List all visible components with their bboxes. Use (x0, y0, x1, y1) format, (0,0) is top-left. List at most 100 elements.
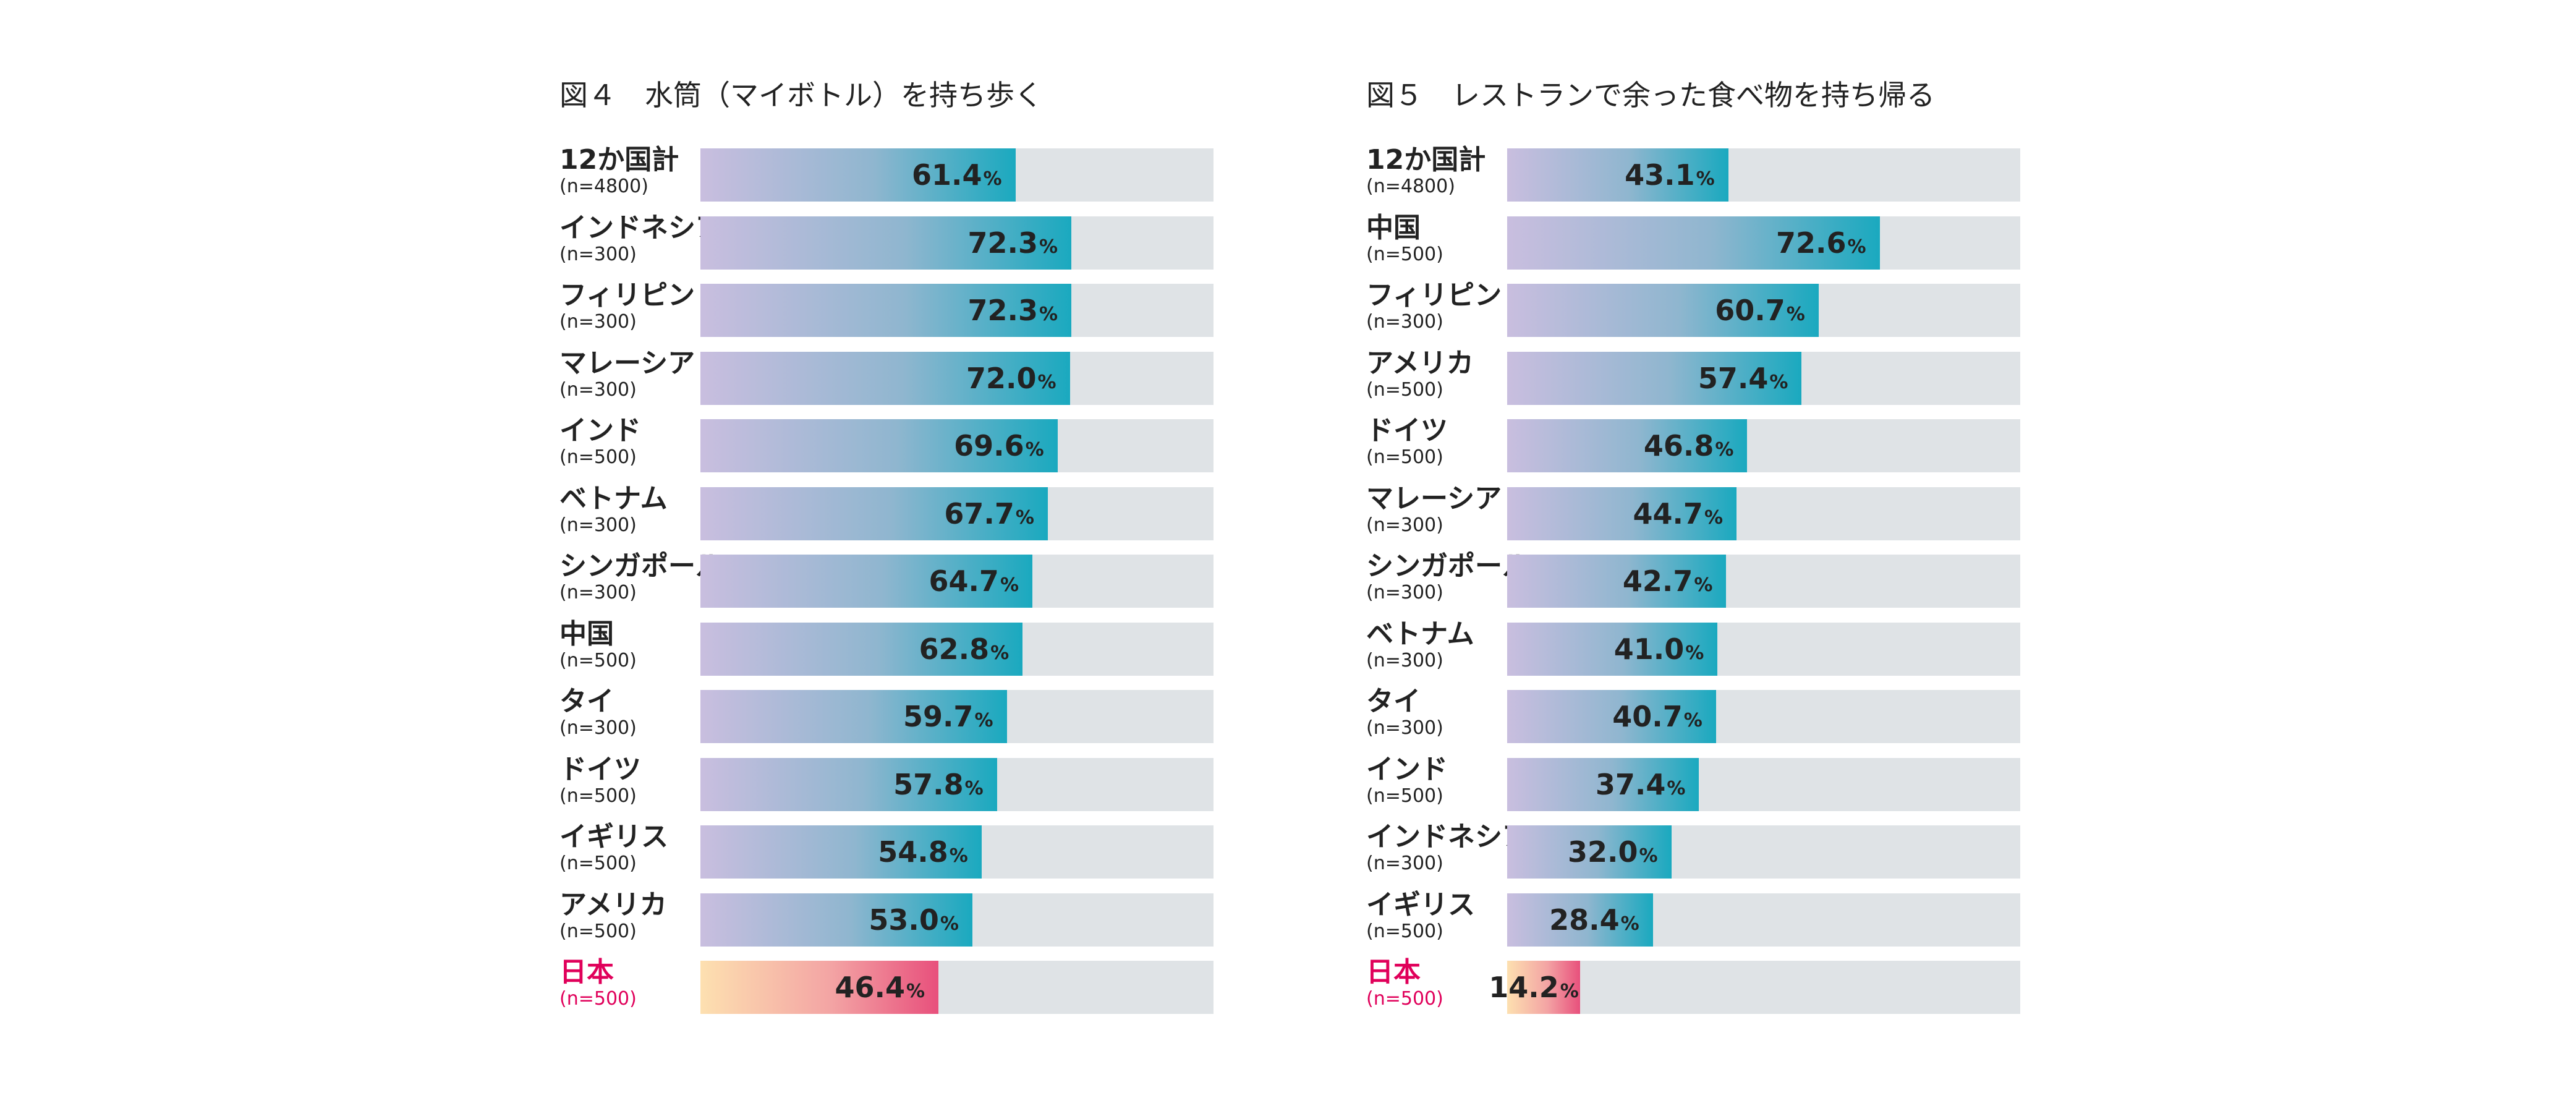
bar-row: マレーシア (n=300) 44.7% (1366, 483, 2020, 542)
sample-size: (n=500) (1366, 378, 1443, 401)
bar-track: 62.8% (700, 622, 1214, 676)
country-name: 中国 (1366, 211, 1421, 244)
data-label: 44.7% (1633, 496, 1723, 530)
bar-row: イギリス (n=500) 28.4% (1366, 889, 2020, 948)
sample-size: (n=500) (559, 446, 637, 468)
country-name: インドネシア (559, 211, 723, 244)
sample-size: (n=300) (1366, 311, 1443, 333)
country-name: イギリス (559, 821, 668, 853)
bar-row: タイ (n=300) 40.7% (1366, 686, 2020, 744)
country-name: フィリピン (1366, 279, 1502, 311)
data-label: 72.3% (967, 294, 1058, 327)
bar-track: 46.4% (700, 961, 1214, 1014)
bar: 41.0% (1507, 622, 1718, 676)
bar: 44.7% (1507, 487, 1736, 540)
sample-size: (n=300) (559, 582, 637, 603)
sample-size: (n=300) (1366, 514, 1443, 536)
sample-size: (n=500) (559, 988, 637, 1010)
bar-track: 54.8% (700, 825, 1214, 879)
bar-track: 64.7% (700, 555, 1214, 608)
bar-row: マレーシア (n=300) 72.0% (559, 347, 1214, 406)
data-label: 46.8% (1643, 429, 1734, 462)
bar-row: フィリピン (n=300) 72.3% (559, 280, 1214, 338)
bar-track: 32.0% (1507, 825, 2020, 879)
bar-track: 42.7% (1507, 555, 2020, 608)
bar: 69.6% (700, 419, 1058, 472)
country-name: ベトナム (559, 482, 668, 514)
category-label: 日本 (n=500) (559, 957, 700, 1010)
country-name: ドイツ (559, 753, 641, 785)
bar-track: 37.4% (1507, 757, 2020, 811)
data-label: 72.6% (1776, 226, 1866, 260)
bar: 57.8% (700, 757, 997, 811)
bar: 72.0% (700, 351, 1070, 405)
data-label: 28.4% (1549, 903, 1639, 937)
data-label: 61.4% (912, 158, 1002, 192)
bar: 72.3% (700, 216, 1072, 270)
bar: 57.4% (1507, 351, 1802, 405)
sample-size: (n=300) (1366, 649, 1443, 671)
bar-row: フィリピン (n=300) 60.7% (1366, 280, 2020, 338)
data-label: 14.2% (1489, 971, 1579, 1004)
category-label: 12か国計 (n=4800) (1366, 145, 1507, 198)
category-label: タイ (n=300) (559, 686, 700, 739)
bar-row: アメリカ (n=500) 57.4% (1366, 347, 2020, 406)
category-label: シンガポール (n=300) (1366, 551, 1529, 604)
sample-size: (n=300) (1366, 582, 1443, 603)
category-label: ドイツ (n=500) (1366, 415, 1507, 469)
chart-panel-leftover-takeaway: 図５ レストランで余った食べ物を持ち帰る 12か国計 (n=4800) 43.1% 中… (1366, 0, 2020, 1098)
category-label: アメリカ (n=500) (1366, 347, 1507, 401)
bar-track: 59.7% (700, 690, 1214, 743)
bar-track: 14.2% (1489, 961, 2020, 1014)
sample-size: (n=300) (559, 378, 637, 401)
data-label: 54.8% (878, 835, 968, 869)
sample-size: (n=300) (1366, 853, 1443, 874)
bar: 32.0% (1507, 825, 1672, 879)
country-name: 12か国計 (559, 144, 679, 176)
data-label: 69.6% (954, 429, 1044, 462)
bar: 62.8% (700, 622, 1023, 676)
country-name: フィリピン (559, 279, 695, 311)
data-label: 43.1% (1625, 158, 1715, 192)
bar-track: 72.0% (700, 351, 1214, 405)
data-label: 64.7% (929, 564, 1019, 598)
data-label: 37.4% (1595, 767, 1686, 801)
bar-row: 中国 (n=500) 72.6% (1366, 211, 2020, 271)
bar: 46.4% (700, 961, 939, 1014)
category-label: マレーシア (n=300) (559, 347, 700, 401)
data-label: 41.0% (1613, 632, 1704, 666)
bar: 43.1% (1507, 148, 1728, 202)
country-name: タイ (1366, 686, 1421, 717)
bar-row: シンガポール (n=300) 64.7% (559, 551, 1214, 609)
country-name: アメリカ (1366, 347, 1474, 379)
data-label: 57.4% (1698, 361, 1788, 395)
bar-row: 12か国計 (n=4800) 61.4% (559, 144, 1214, 203)
sample-size: (n=300) (559, 311, 637, 333)
sample-size: (n=4800) (559, 176, 648, 197)
bar-row: ドイツ (n=500) 57.8% (559, 754, 1214, 812)
country-name: シンガポール (559, 550, 723, 582)
bar: 42.7% (1507, 555, 1727, 608)
sample-size: (n=4800) (1366, 176, 1455, 197)
country-name: 12か国計 (1366, 144, 1486, 176)
category-label: シンガポール (n=300) (559, 550, 723, 604)
category-label: インド (n=500) (559, 415, 700, 469)
bar-track: 43.1% (1507, 148, 2020, 202)
bar-track: 46.8% (1507, 419, 2020, 472)
category-label: マレーシア (n=300) (1366, 483, 1507, 537)
data-label: 46.4% (835, 971, 925, 1004)
bar-track: 72.6% (1507, 216, 2020, 270)
bar-row: 中国 (n=500) 62.8% (559, 618, 1214, 677)
bar: 46.8% (1507, 419, 1748, 472)
category-label: フィリピン (n=300) (559, 280, 700, 333)
bar: 53.0% (700, 893, 972, 947)
country-name: タイ (559, 686, 614, 717)
bar-row: イギリス (n=500) 54.8% (559, 821, 1214, 880)
country-name: アメリカ (559, 888, 667, 921)
category-label: インド (n=500) (1366, 754, 1507, 807)
bar-track: 72.3% (700, 284, 1214, 337)
country-name: ベトナム (1366, 618, 1474, 650)
sample-size: (n=300) (559, 717, 637, 739)
data-label: 62.8% (919, 632, 1010, 666)
country-name: インド (559, 415, 641, 446)
